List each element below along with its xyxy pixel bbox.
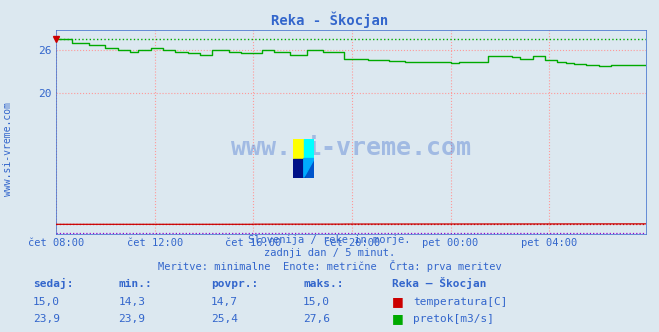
- Text: ■: ■: [392, 312, 404, 325]
- Bar: [304, 139, 314, 158]
- Text: temperatura[C]: temperatura[C]: [413, 297, 507, 307]
- Text: 25,4: 25,4: [211, 314, 238, 324]
- Text: pretok[m3/s]: pretok[m3/s]: [413, 314, 494, 324]
- Bar: [293, 139, 304, 158]
- Text: 14,7: 14,7: [211, 297, 238, 307]
- Text: 15,0: 15,0: [33, 297, 60, 307]
- Text: Reka - Škocjan: Reka - Škocjan: [271, 12, 388, 28]
- Text: sedaj:: sedaj:: [33, 278, 73, 289]
- Text: Slovenija / reke in morje.: Slovenija / reke in morje.: [248, 235, 411, 245]
- Text: maks.:: maks.:: [303, 279, 343, 289]
- Text: ■: ■: [392, 295, 404, 308]
- Polygon shape: [304, 158, 314, 178]
- Text: 27,6: 27,6: [303, 314, 330, 324]
- Text: 23,9: 23,9: [119, 314, 146, 324]
- Polygon shape: [304, 158, 314, 178]
- Bar: [293, 158, 304, 178]
- Text: Reka – Škocjan: Reka – Škocjan: [392, 277, 486, 289]
- Text: www.si-vreme.com: www.si-vreme.com: [231, 136, 471, 160]
- Text: 14,3: 14,3: [119, 297, 146, 307]
- Text: zadnji dan / 5 minut.: zadnji dan / 5 minut.: [264, 248, 395, 258]
- Text: 23,9: 23,9: [33, 314, 60, 324]
- Text: povpr.:: povpr.:: [211, 279, 258, 289]
- Text: 15,0: 15,0: [303, 297, 330, 307]
- Text: www.si-vreme.com: www.si-vreme.com: [3, 102, 13, 197]
- Text: min.:: min.:: [119, 279, 152, 289]
- Text: Meritve: minimalne  Enote: metrične  Črta: prva meritev: Meritve: minimalne Enote: metrične Črta:…: [158, 260, 501, 272]
